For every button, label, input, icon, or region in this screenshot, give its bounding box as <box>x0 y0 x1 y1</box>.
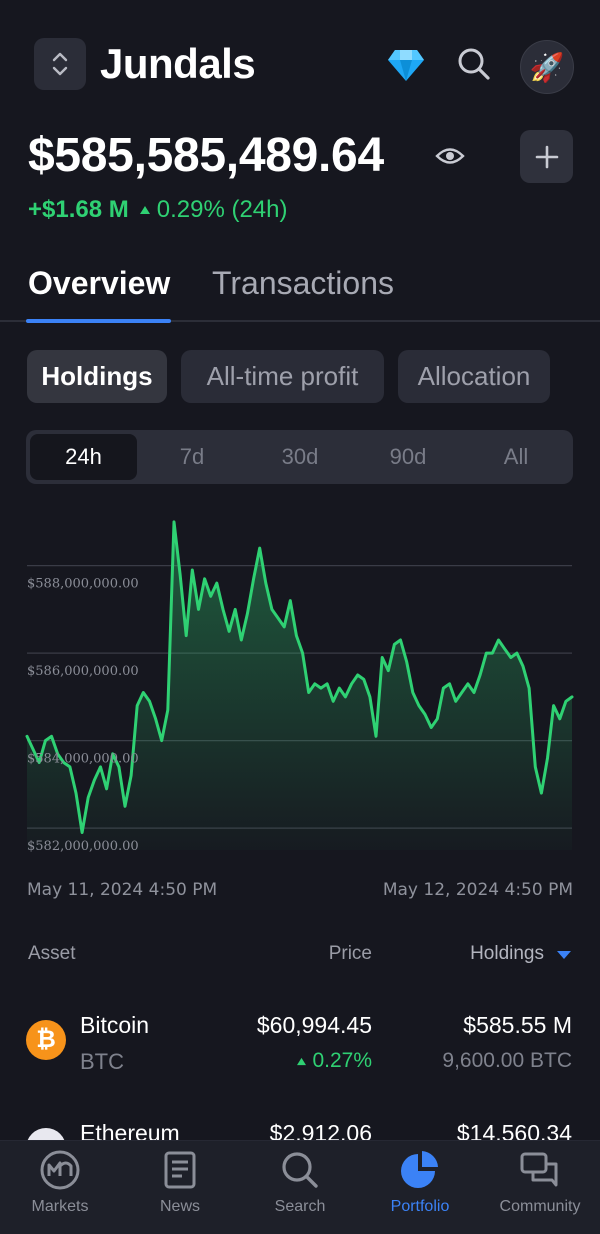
chip-all-time-profit[interactable]: All-time profit <box>181 350 384 403</box>
chip-holdings[interactable]: Holdings <box>27 350 167 403</box>
chip-allocation[interactable]: Allocation <box>398 350 550 403</box>
nav-community-label: Community <box>499 1198 581 1215</box>
tab-transactions[interactable]: Transactions <box>212 265 394 301</box>
nav-markets-label: Markets <box>31 1198 89 1215</box>
add-transaction-button[interactable] <box>520 130 573 183</box>
caret-up-icon <box>297 1057 307 1065</box>
markets-icon <box>40 1150 80 1190</box>
total-balance: $585,585,489.64 <box>28 129 384 182</box>
change-absolute: +$1.68 M <box>28 196 129 223</box>
nav-search-label: Search <box>274 1198 326 1215</box>
community-icon <box>520 1152 558 1187</box>
asset-holdings-value: $585.55 M <box>463 1012 572 1038</box>
period-24h[interactable]: 24h <box>30 434 137 480</box>
chart-y-tick-label: $588,000,000.00 <box>27 577 139 592</box>
asset-holdings-amount: 9,600.00 BTC <box>442 1049 572 1072</box>
eye-icon[interactable] <box>434 144 466 168</box>
nav-community[interactable]: Community <box>480 1148 600 1216</box>
chevron-up-down-icon <box>52 52 68 76</box>
nav-portfolio-label: Portfolio <box>390 1198 450 1215</box>
portfolio-title: Jundals <box>100 40 256 87</box>
diamond-icon[interactable] <box>385 44 427 86</box>
avatar[interactable]: 🚀 <box>520 40 574 94</box>
asset-change-value: 0.27% <box>312 1049 372 1072</box>
balance-change: +$1.68 M 0.29% (24h) <box>28 196 287 224</box>
tab-divider <box>0 320 600 322</box>
nav-portfolio[interactable]: Portfolio <box>360 1148 480 1216</box>
chart-y-tick-label: $586,000,000.00 <box>27 664 139 679</box>
tab-overview[interactable]: Overview <box>28 265 171 301</box>
portfolio-icon <box>401 1151 438 1188</box>
chart-y-tick-label: $584,000,000.00 <box>27 752 139 767</box>
period-7d[interactable]: 7d <box>179 444 205 469</box>
header-price[interactable]: Price <box>328 943 372 964</box>
tab-active-indicator <box>26 319 171 323</box>
asset-symbol: BTC <box>80 1049 124 1074</box>
chart-y-tick-label: $582,000,000.00 <box>27 839 139 854</box>
asset-price-change: 0.27% <box>296 1049 372 1073</box>
caret-up-icon <box>139 206 150 214</box>
portfolio-chart[interactable]: $588,000,000.00 $586,000,000.00 $584,000,0… <box>0 500 600 880</box>
nav-news[interactable]: News <box>120 1148 240 1216</box>
portfolio-switcher-button[interactable] <box>34 38 86 90</box>
nav-search[interactable]: Search <box>240 1148 360 1216</box>
chart-line <box>25 520 574 834</box>
asset-name: Bitcoin <box>80 1012 150 1038</box>
chart-area-fill <box>27 521 572 850</box>
news-icon <box>164 1151 196 1189</box>
search-icon <box>282 1152 318 1188</box>
bitcoin-icon: ₿ <box>26 1020 66 1060</box>
header-holdings[interactable]: Holdings <box>470 943 544 964</box>
chart-start-date: May 11, 2024 4:50 PM <box>27 880 218 900</box>
table-row[interactable]: ₿ Bitcoin BTC $60,994.45 0.27% $585.55 M… <box>0 1000 600 1090</box>
rocket-icon: 🚀 <box>529 51 565 83</box>
sort-desc-icon[interactable] <box>556 949 572 961</box>
header-asset[interactable]: Asset <box>28 943 76 964</box>
change-percent: 0.29% (24h) <box>156 196 288 223</box>
period-90d[interactable]: 90d <box>389 444 427 469</box>
asset-price: $60,994.45 <box>256 1012 372 1038</box>
plus-icon <box>535 145 558 168</box>
period-all[interactable]: All <box>503 444 529 469</box>
nav-markets[interactable]: Markets <box>0 1148 120 1216</box>
search-icon[interactable] <box>452 42 496 86</box>
chart-end-date: May 12, 2024 4:50 PM <box>382 880 573 900</box>
period-30d[interactable]: 30d <box>281 444 319 469</box>
nav-news-label: News <box>159 1198 200 1215</box>
